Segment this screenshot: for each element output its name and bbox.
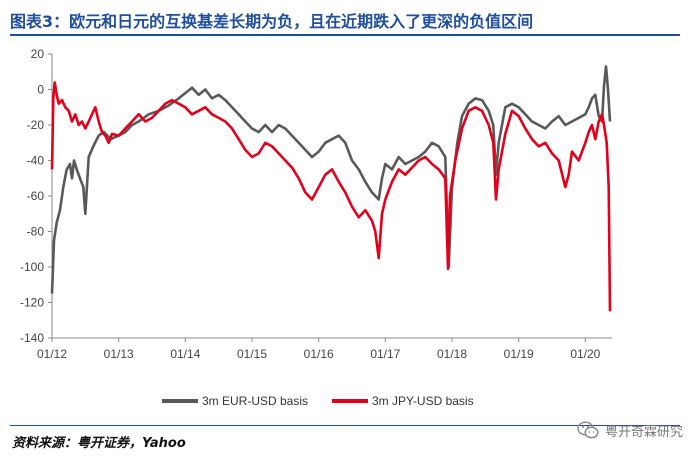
x-tick-label: 01/15 — [237, 347, 267, 361]
x-axis: 01/12 01/13 01/14 01/15 01/16 01/17 01/18 01/19… — [37, 337, 612, 361]
x-tick-label: 01/19 — [504, 347, 534, 361]
x-tick-label: 01/13 — [104, 347, 134, 361]
y-tick-label: -140 — [20, 331, 44, 345]
title-bar: 图表3：欧元和日元的互换基差长期为负，且在近期跌入了更深的负值区间 — [10, 4, 680, 36]
x-tick-label: 01/20 — [570, 347, 600, 361]
x-tick-label: 01/14 — [170, 347, 200, 361]
y-tick-label: -120 — [20, 296, 44, 310]
y-tick-label: -100 — [20, 260, 44, 274]
watermark: 粤开奇霖研究 — [577, 418, 683, 442]
plot-area — [50, 65, 612, 312]
figure-title: 图表3：欧元和日元的互换基差长期为负，且在近期跌入了更深的负值区间 — [10, 12, 534, 31]
x-tick-label: 01/18 — [437, 347, 467, 361]
legend-label: 3m JPY-USD basis — [372, 394, 474, 408]
series-line-jpy-usd — [50, 81, 612, 312]
source-bar: 资料来源：粤开证券，Yahoo — [10, 425, 680, 451]
y-tick-label: 20 — [31, 47, 45, 61]
y-tick-label: -20 — [27, 118, 45, 132]
y-tick-label: -80 — [27, 225, 45, 239]
line-chart: 200-20-40-60-80-100-120-140 01/12 01/13 01… — [20, 47, 612, 408]
legend: 3m EUR-USD basis 3m JPY-USD basis — [162, 394, 474, 408]
source-note: 资料来源：粤开证券，Yahoo — [12, 436, 186, 451]
y-tick-label: 0 — [37, 83, 44, 97]
y-tick-label: -40 — [27, 154, 45, 168]
watermark-text: 粤开奇霖研究 — [604, 424, 683, 440]
x-tick-label: 01/16 — [304, 347, 334, 361]
y-tick-label: -60 — [27, 189, 45, 203]
x-tick-label: 01/17 — [370, 347, 400, 361]
legend-label: 3m EUR-USD basis — [202, 394, 308, 408]
y-axis: 20 0 -20 -40 -60 -80 -100 -120 -140 — [20, 47, 53, 345]
wechat-icon — [577, 421, 599, 439]
x-tick-label: 01/12 — [37, 347, 67, 361]
series-line-eur-usd — [50, 65, 612, 294]
